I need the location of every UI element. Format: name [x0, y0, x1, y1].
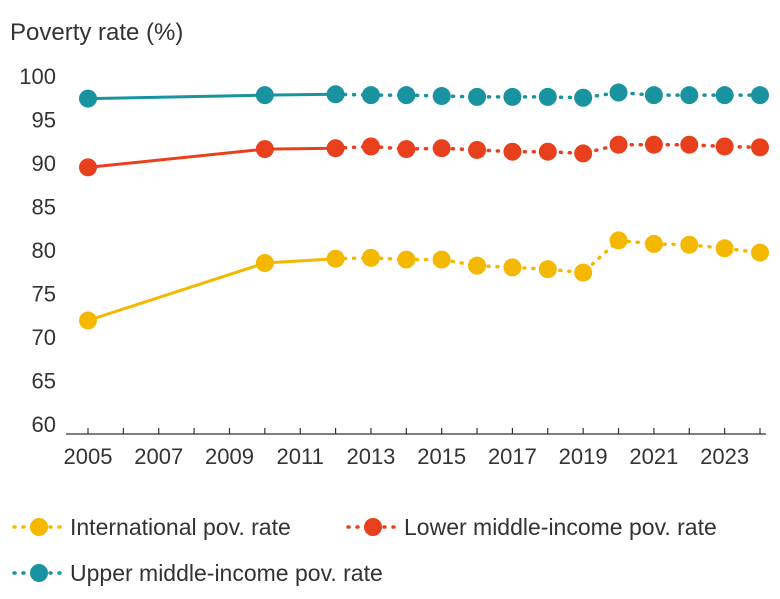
y-tick-label: 100 [19, 64, 56, 89]
legend-item: Upper middle-income pov. rate [12, 560, 383, 586]
x-axis: 2005 2007 2009 2011 2013 2015 2017 2019 2021 2023 [64, 428, 766, 469]
legend-swatch-marker [30, 564, 48, 582]
data-point [751, 86, 769, 105]
y-tick-label: 70 [32, 325, 56, 350]
x-tick-label: 2005 [64, 444, 113, 469]
data-point [574, 88, 593, 107]
data-point [432, 250, 451, 269]
series-2 [79, 135, 769, 177]
data-point [538, 142, 557, 161]
x-tick-label: 2023 [700, 444, 749, 469]
y-tick-label: 95 [32, 108, 56, 133]
legend-swatch-marker [30, 518, 48, 536]
data-point [255, 140, 274, 159]
data-point [468, 140, 487, 159]
series-layer [79, 83, 769, 330]
series-3 [79, 83, 769, 108]
data-point [680, 86, 699, 105]
data-point [644, 234, 663, 253]
data-point [79, 158, 97, 177]
data-point [644, 135, 663, 154]
x-tick-label: 2007 [134, 444, 183, 469]
data-point [468, 256, 487, 275]
x-tick-label: 2009 [205, 444, 254, 469]
y-tick-label: 75 [32, 282, 56, 307]
data-point [644, 86, 663, 105]
y-tick-label: 90 [32, 151, 56, 176]
data-point [432, 139, 451, 158]
x-tick-label: 2021 [629, 444, 678, 469]
legend-label: Upper middle-income pov. rate [70, 560, 383, 586]
data-point [503, 142, 522, 161]
data-point [326, 249, 345, 268]
y-axis-title: Poverty rate (%) [10, 19, 183, 46]
data-point [79, 89, 97, 108]
data-point [574, 144, 593, 163]
data-point [468, 87, 487, 106]
y-axis: 60 65 70 75 80 85 90 95 100 [19, 64, 56, 437]
x-tick-label: 2013 [346, 444, 395, 469]
data-point [751, 138, 769, 157]
series-line-solid [87, 257, 336, 322]
legend-swatch-marker [364, 518, 382, 536]
data-point [397, 86, 416, 105]
data-point [715, 86, 734, 105]
data-point [609, 83, 628, 102]
data-point [503, 87, 522, 106]
data-point [715, 137, 734, 156]
legend-item: Lower middle-income pov. rate [346, 514, 717, 540]
data-point [715, 239, 734, 258]
series-1 [79, 231, 769, 330]
x-tick-label: 2019 [559, 444, 608, 469]
x-tick-label: 2017 [488, 444, 537, 469]
legend-item: International pov. rate [12, 514, 291, 540]
data-point [609, 135, 628, 154]
y-tick-label: 65 [32, 369, 56, 394]
x-tick-label: 2015 [417, 444, 466, 469]
data-point [432, 87, 451, 106]
y-tick-label: 85 [32, 195, 56, 220]
x-tick-label: 2011 [277, 444, 324, 469]
data-point [361, 86, 380, 105]
data-point [255, 254, 274, 273]
y-tick-label: 60 [32, 412, 56, 437]
data-point [79, 311, 97, 330]
data-point [361, 137, 380, 156]
y-tick-label: 80 [32, 238, 56, 263]
data-point [751, 243, 769, 262]
data-point [503, 258, 522, 277]
data-point [538, 87, 557, 106]
data-point [255, 86, 274, 105]
data-point [361, 248, 380, 267]
data-point [574, 263, 593, 282]
data-point [680, 135, 699, 154]
data-point [680, 235, 699, 254]
legend-label: Lower middle-income pov. rate [404, 514, 717, 540]
series-line-solid [87, 92, 336, 101]
data-point [609, 231, 628, 250]
data-point [397, 250, 416, 269]
data-point [326, 139, 345, 158]
legend: International pov. rate Lower middle-inco… [12, 514, 717, 586]
series-line-solid [87, 146, 336, 169]
data-point [326, 85, 345, 104]
data-point [538, 260, 557, 279]
data-point [397, 140, 416, 159]
legend-label: International pov. rate [70, 514, 291, 540]
